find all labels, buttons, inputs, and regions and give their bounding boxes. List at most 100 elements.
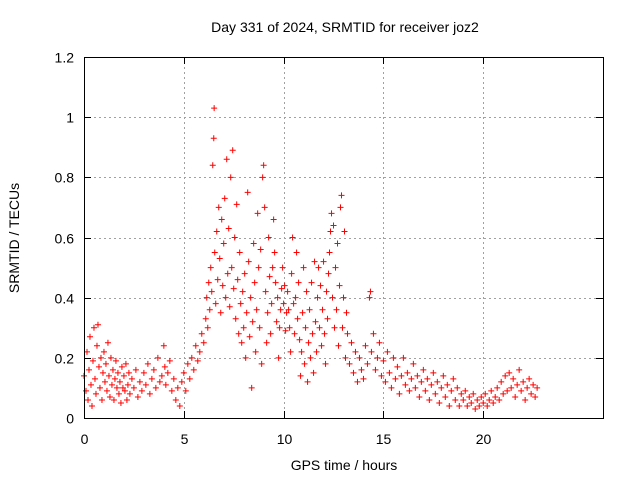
y-tick-label: 0.4 (55, 291, 75, 307)
data-point (182, 387, 189, 394)
data-point (138, 387, 145, 394)
data-point (390, 354, 397, 361)
data-point (304, 378, 311, 385)
data-point (120, 372, 127, 379)
data-point (207, 264, 214, 271)
data-point (97, 354, 104, 361)
data-point (206, 306, 213, 313)
data-point (502, 372, 509, 379)
data-point (285, 306, 292, 313)
data-point (500, 390, 507, 397)
data-point (472, 405, 479, 412)
data-point (323, 288, 330, 295)
data-point (372, 366, 379, 373)
data-point (328, 210, 335, 217)
data-point (158, 372, 165, 379)
data-point (150, 366, 157, 373)
x-tick-label: 10 (277, 431, 293, 447)
data-point (256, 324, 263, 331)
data-point (110, 396, 117, 403)
data-point (524, 384, 531, 391)
data-point (300, 264, 307, 271)
data-point (331, 324, 338, 331)
data-point (333, 306, 340, 313)
data-point (82, 387, 89, 394)
data-point (508, 384, 515, 391)
data-point (488, 387, 495, 394)
data-point (198, 330, 205, 337)
data-point (354, 378, 361, 385)
data-point (292, 294, 299, 301)
data-point (504, 387, 511, 394)
data-point (293, 249, 300, 256)
data-point (142, 381, 149, 388)
data-point (329, 294, 336, 301)
data-point (240, 324, 247, 331)
data-point (306, 306, 313, 313)
data-point (494, 384, 501, 391)
data-point (364, 360, 371, 367)
data-point (235, 330, 242, 337)
data-point (420, 366, 427, 373)
data-point (492, 393, 499, 400)
data-point (335, 342, 342, 349)
data-point (374, 354, 381, 361)
data-point (160, 342, 167, 349)
data-point (438, 384, 445, 391)
data-point (468, 399, 475, 406)
y-tick-label: 0 (66, 411, 74, 427)
data-point (215, 204, 222, 211)
data-point (204, 324, 211, 331)
data-point (404, 369, 411, 376)
data-point (313, 348, 320, 355)
data-point (520, 378, 527, 385)
data-point (196, 348, 203, 355)
data-point (466, 393, 473, 400)
data-point (96, 384, 103, 391)
data-point (134, 393, 141, 400)
data-point (346, 360, 353, 367)
data-point (378, 372, 385, 379)
data-point (352, 348, 359, 355)
y-tick-label: 0.6 (55, 231, 75, 247)
data-point (113, 384, 120, 391)
data-point (456, 402, 463, 409)
data-point (112, 357, 119, 364)
data-point (498, 378, 505, 385)
data-point (482, 390, 489, 397)
data-point (299, 309, 306, 316)
data-point (241, 270, 248, 277)
data-point (376, 339, 383, 346)
data-point (334, 240, 341, 247)
data-point (291, 330, 298, 337)
data-points (81, 105, 541, 412)
data-point (223, 156, 230, 163)
data-point (510, 375, 517, 382)
data-point (259, 174, 266, 181)
data-point (289, 234, 296, 241)
data-point (101, 378, 108, 385)
x-tick-label: 15 (376, 431, 392, 447)
data-point (432, 390, 439, 397)
data-point (367, 288, 374, 295)
data-point (528, 390, 535, 397)
data-point (117, 399, 124, 406)
data-point (518, 387, 525, 394)
data-point (170, 375, 177, 382)
data-point (211, 249, 218, 256)
data-point (244, 189, 251, 196)
data-point (530, 381, 537, 388)
data-point (258, 360, 265, 367)
data-point (496, 396, 503, 403)
data-point (460, 396, 467, 403)
data-point (428, 381, 435, 388)
data-point (522, 396, 529, 403)
data-point (84, 396, 91, 403)
data-point (342, 354, 349, 361)
data-point (125, 369, 132, 376)
data-point (251, 279, 258, 286)
data-point (462, 387, 469, 394)
data-point (254, 210, 261, 217)
data-point (295, 279, 302, 286)
